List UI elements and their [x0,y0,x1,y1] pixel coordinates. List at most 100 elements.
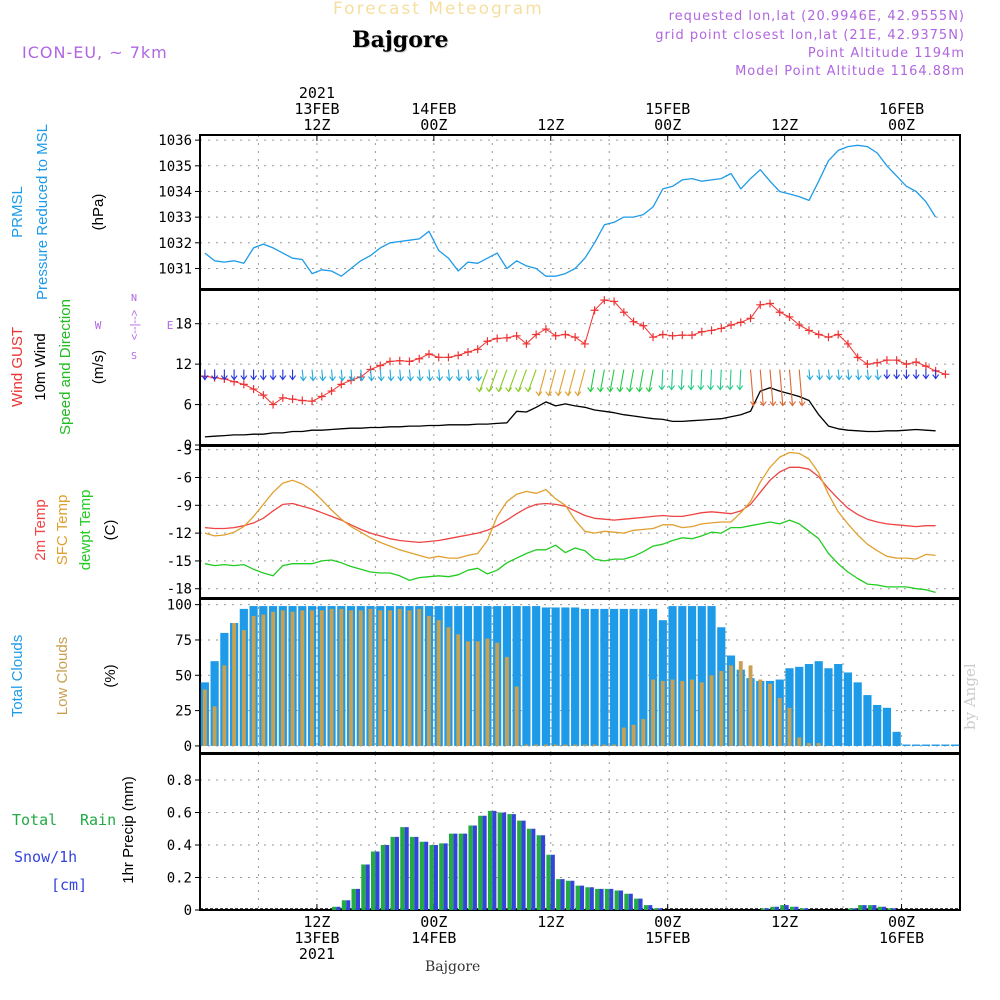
wind-direction-arrow [358,369,366,382]
wind-direction-arrow [687,369,695,391]
y-tick-label: 1036 [158,133,192,149]
gust-marker [493,334,502,343]
low-clouds-bar [495,642,500,746]
wind-direction-arrow [749,369,757,407]
low-clouds-bar [670,679,675,746]
y-tick-label: 75 [175,633,192,649]
low-clouds-bar [621,727,626,746]
low-clouds-bar [807,743,811,746]
wind-direction-arrow [932,369,940,380]
low-clouds-bar [709,675,714,746]
gust-marker [590,306,599,315]
gust-marker [502,333,511,342]
gust-marker [259,391,268,400]
temp-2m-line [204,466,936,544]
total-clouds-bar [824,668,833,746]
y-tick-label: -3 [175,443,192,459]
snow-bar [628,893,633,910]
total-clouds-bar [678,606,687,746]
gust-marker [766,299,774,308]
low-clouds-bar [504,656,509,746]
total-clouds-bar [571,607,580,746]
time-label-bottom: 2021 [299,945,335,963]
y-tick-label: 0 [184,739,192,755]
y-tick-label: 0.6 [167,806,192,822]
total-clouds-bar [619,608,628,746]
low-clouds-bar [378,610,383,746]
snow-bar [804,908,809,910]
low-clouds-bar [738,661,743,746]
rain-bar [361,864,366,910]
y-tick-label: 18 [175,317,192,333]
gust-marker [434,353,443,362]
wind-direction-arrow [574,369,586,397]
y-tick-label: 100 [167,598,192,614]
snow-bar [443,843,448,910]
wind-direction-arrow [606,369,615,393]
rain-bar [390,836,395,910]
time-label-bottom: 12Z [537,913,564,931]
gust-marker [941,370,950,379]
low-clouds-bar [680,680,685,746]
y-tick-label: 1034 [158,184,192,200]
low-clouds-bar [349,610,353,746]
time-label-bottom: 12Z [771,913,798,931]
wind-direction-arrow [788,369,796,407]
rain-bar [565,880,571,910]
wind-direction-arrow [626,369,635,393]
low-clouds-bar [534,744,539,746]
low-clouds-bar [456,634,461,746]
snow-bar [521,820,526,910]
y-tick-label: 0.8 [167,773,192,789]
y-tick-label: 1032 [158,236,192,252]
compass-arrow-ew: <--|--> [129,310,141,340]
low-clouds-bar [446,627,451,746]
snow-bar [599,888,604,910]
model-label: ICON-EU, ~ 7km [22,43,168,62]
temp-dewpoint-label: dewpt Temp [77,490,94,571]
wind-direction-arrow [874,369,882,381]
wind-direction-arrow [677,369,685,391]
snow-bar [589,887,594,910]
rain-bar [848,908,853,910]
gust-marker [707,326,716,335]
wind-direction-arrow [716,369,724,391]
point-altitude: Point Altitude 1194m [807,46,965,61]
panel-frame [199,134,961,290]
rain-bar [439,843,444,910]
snow-bar [570,880,575,910]
total-clouds-bar [590,608,599,746]
total-clouds-bar [882,707,892,746]
footer-location: Bajgore [425,959,481,975]
gust-marker [843,339,852,348]
gust-marker [308,397,317,406]
time-label-bottom: 16FEB [879,929,924,947]
total-clouds-bar [785,668,794,746]
wind-direction-arrow [707,369,714,391]
rain-bar [877,906,883,910]
low-clouds-bar [427,615,431,746]
wind-direction-arrow [835,369,843,381]
time-label-top: 00Z [420,116,447,134]
wind-direction-arrow [855,369,863,381]
wind-direction-arrow [736,369,744,391]
wind-10m-label: 10m Wind [32,333,49,401]
total-clouds-bar [873,704,882,746]
rain-bar [799,908,805,910]
low-clouds-bar [251,615,256,746]
total-clouds-bar [951,744,960,746]
low-clouds-bar [699,682,704,746]
total-clouds-bar [648,608,658,746]
rain-bar [760,908,766,910]
wind-direction-arrow [645,369,654,393]
total-rain-label: Total [12,811,57,829]
gust-marker [551,331,560,340]
wind-direction-arrow [554,369,566,397]
wind-gust-label: Wind GUST [9,327,26,407]
low-clouds-bar [475,641,480,746]
gust-marker [804,326,813,335]
low-clouds-bar [339,608,344,746]
total-clouds-bar [580,608,589,746]
rain-label: Rain [80,811,116,829]
gust-marker [795,321,804,330]
